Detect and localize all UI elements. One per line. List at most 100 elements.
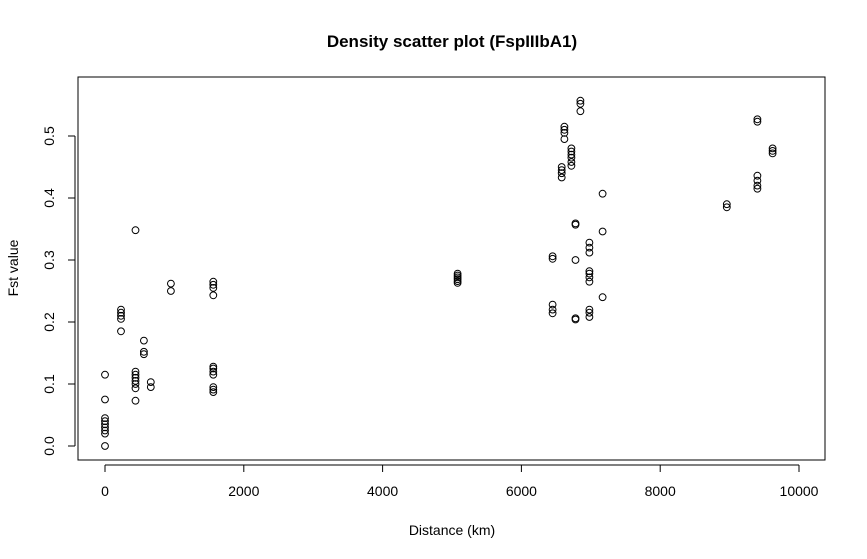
data-point xyxy=(209,280,218,289)
data-points xyxy=(101,96,777,450)
y-tick-label: 0.4 xyxy=(41,188,57,208)
data-point xyxy=(209,367,218,376)
data-point xyxy=(598,293,607,302)
data-point xyxy=(585,308,594,317)
data-point xyxy=(585,277,594,286)
data-point xyxy=(101,414,109,423)
data-point xyxy=(567,161,576,170)
y-axis: 0.0 0.1 0.2 0.3 0.4 0.5 xyxy=(41,126,76,456)
data-point xyxy=(209,388,218,397)
data-point xyxy=(722,203,731,212)
data-point xyxy=(768,144,777,153)
data-point xyxy=(548,300,557,309)
data-point xyxy=(131,377,140,385)
data-point xyxy=(101,420,109,429)
data-point xyxy=(753,115,762,124)
x-tick-label: 8000 xyxy=(645,483,676,499)
data-point xyxy=(209,277,218,286)
x-tick-label: 2000 xyxy=(228,483,259,499)
data-point xyxy=(557,166,566,175)
data-point xyxy=(209,385,218,394)
data-point xyxy=(576,107,585,116)
data-point xyxy=(753,171,762,180)
data-point xyxy=(753,176,762,185)
data-point xyxy=(560,125,569,134)
data-point xyxy=(209,291,218,300)
data-point xyxy=(557,169,566,178)
data-point xyxy=(117,305,125,314)
data-point xyxy=(557,163,566,171)
data-point xyxy=(567,144,576,153)
data-point xyxy=(101,429,109,438)
data-point xyxy=(131,226,140,235)
data-point xyxy=(209,370,218,379)
x-tick-label: 4000 xyxy=(367,483,398,499)
data-point xyxy=(548,305,557,314)
data-point xyxy=(768,147,777,155)
data-point xyxy=(585,243,594,252)
data-point xyxy=(567,150,576,159)
data-point xyxy=(167,287,175,295)
data-point xyxy=(453,269,462,278)
y-tick-label: 0.2 xyxy=(41,312,57,332)
data-point xyxy=(146,378,155,387)
data-point xyxy=(209,284,218,292)
y-axis-label: Fst value xyxy=(5,239,21,296)
y-tick-label: 0.1 xyxy=(41,374,57,394)
data-point xyxy=(209,362,218,371)
x-axis-label: Distance (km) xyxy=(409,522,495,538)
data-point xyxy=(567,158,576,166)
data-point xyxy=(722,200,731,209)
x-axis: 0 2000 4000 6000 8000 10000 xyxy=(101,464,819,499)
data-point xyxy=(557,173,566,182)
data-point xyxy=(567,153,576,162)
data-point xyxy=(571,314,580,323)
data-point xyxy=(560,135,569,144)
data-point xyxy=(101,417,109,426)
data-point xyxy=(560,129,569,137)
data-point xyxy=(585,269,594,278)
data-point xyxy=(576,96,585,105)
data-point xyxy=(585,313,594,321)
data-point xyxy=(146,383,155,392)
x-tick-label: 6000 xyxy=(506,483,537,499)
data-point xyxy=(753,117,762,126)
data-point xyxy=(117,327,125,336)
data-point xyxy=(567,147,576,156)
y-tick-label: 0.5 xyxy=(41,126,57,146)
data-point xyxy=(140,347,148,356)
data-point xyxy=(131,396,140,405)
data-point xyxy=(598,227,607,236)
data-point xyxy=(209,383,218,392)
data-point xyxy=(585,305,594,314)
data-point xyxy=(585,248,594,257)
data-point xyxy=(571,219,580,228)
data-point xyxy=(131,384,140,393)
data-point xyxy=(585,267,594,276)
data-point xyxy=(560,122,569,131)
data-point xyxy=(548,309,557,318)
data-point xyxy=(753,181,762,190)
data-point xyxy=(101,395,109,404)
data-point xyxy=(585,238,594,247)
plot-frame xyxy=(77,76,826,461)
data-point xyxy=(131,380,140,388)
data-point xyxy=(768,149,777,158)
x-tick-label: 10000 xyxy=(780,483,819,499)
data-point xyxy=(131,370,140,379)
data-point xyxy=(753,184,762,193)
data-point xyxy=(101,442,109,450)
data-point xyxy=(598,189,607,198)
data-point xyxy=(117,311,125,320)
data-point xyxy=(101,423,109,432)
data-point xyxy=(117,315,125,323)
x-tick-label: 0 xyxy=(101,483,109,499)
data-point xyxy=(576,99,585,108)
data-point xyxy=(548,252,557,261)
chart-title: Density scatter plot (FspIIIbA1) xyxy=(327,32,577,51)
data-point xyxy=(167,279,175,288)
data-point xyxy=(548,254,557,263)
data-point xyxy=(585,273,594,282)
data-point xyxy=(101,370,109,379)
data-point xyxy=(140,350,148,359)
